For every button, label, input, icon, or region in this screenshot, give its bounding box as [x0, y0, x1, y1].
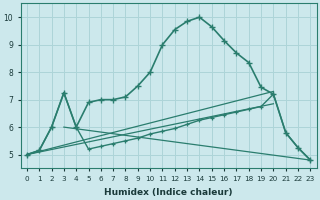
- X-axis label: Humidex (Indice chaleur): Humidex (Indice chaleur): [104, 188, 233, 197]
